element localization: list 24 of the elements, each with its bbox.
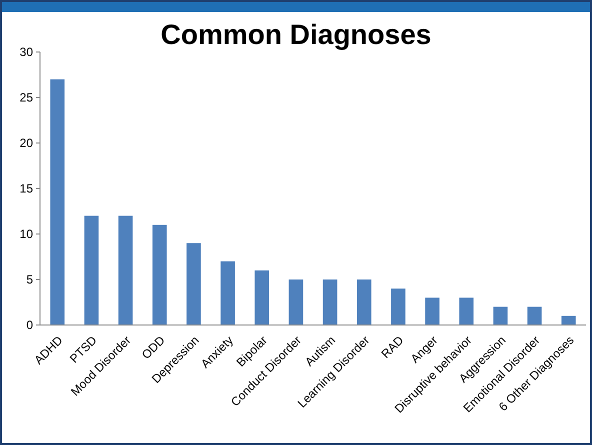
- bar: [459, 298, 474, 325]
- y-tick-label: 15: [20, 182, 34, 196]
- bar: [220, 261, 235, 325]
- y-tick-label: 10: [20, 227, 34, 242]
- bar: [288, 280, 304, 325]
- chart-title: Common Diagnoses: [160, 19, 432, 50]
- bar: [493, 306, 508, 325]
- bar: [186, 243, 201, 325]
- bar: [391, 288, 406, 325]
- y-tick-label: 30: [20, 45, 34, 60]
- bar: [561, 316, 576, 325]
- y-tick-label: 20: [20, 136, 34, 150]
- y-tick-label: 5: [26, 272, 34, 287]
- bar: [152, 224, 167, 325]
- bar: [527, 306, 542, 325]
- bar: [50, 79, 65, 325]
- bar: [118, 216, 133, 325]
- bar: [356, 280, 372, 325]
- bar: [322, 280, 338, 325]
- bar: [84, 216, 99, 325]
- y-tick-label: 0: [26, 318, 34, 332]
- bar: [254, 270, 270, 325]
- bar: [425, 298, 440, 325]
- y-tick-label: 25: [20, 90, 34, 105]
